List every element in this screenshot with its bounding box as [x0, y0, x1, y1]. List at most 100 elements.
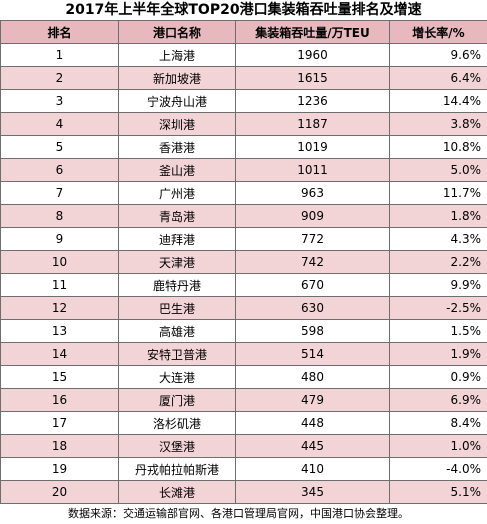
port-name-cell: 深圳港 [119, 113, 236, 136]
throughput-cell: 445 [236, 435, 390, 458]
growth-rate-cell: 10.8% [390, 136, 487, 159]
port-name-cell: 迪拜港 [119, 228, 236, 251]
rank-cell: 20 [1, 481, 119, 504]
rank-cell: 16 [1, 389, 119, 412]
port-name-cell: 青岛港 [119, 205, 236, 228]
rank-cell: 3 [1, 90, 119, 113]
rank-cell: 11 [1, 274, 119, 297]
port-name-cell: 汉堡港 [119, 435, 236, 458]
port-name-cell: 釜山港 [119, 159, 236, 182]
growth-rate-cell: 3.8% [390, 113, 487, 136]
chart-title: 2017年上半年全球TOP20港口集装箱吞吐量排名及增速 [0, 0, 487, 20]
rank-cell: 14 [1, 343, 119, 366]
rank-cell: 19 [1, 458, 119, 481]
header-throughput: 集装箱吞吐量/万TEU [236, 21, 390, 44]
port-name-cell: 安特卫普港 [119, 343, 236, 366]
header-port-name: 港口名称 [119, 21, 236, 44]
throughput-cell: 963 [236, 182, 390, 205]
header-row: 排名 港口名称 集装箱吞吐量/万TEU 增长率/% [1, 21, 487, 44]
growth-rate-cell: -2.5% [390, 297, 487, 320]
port-name-cell: 长滩港 [119, 481, 236, 504]
throughput-cell: 630 [236, 297, 390, 320]
table-figure: 2017年上半年全球TOP20港口集装箱吞吐量排名及增速 排名 港口名称 集装箱… [0, 0, 487, 507]
throughput-cell: 772 [236, 228, 390, 251]
growth-rate-cell: 9.6% [390, 44, 487, 67]
throughput-cell: 598 [236, 320, 390, 343]
rank-cell: 7 [1, 182, 119, 205]
port-name-cell: 广州港 [119, 182, 236, 205]
rank-cell: 6 [1, 159, 119, 182]
throughput-cell: 480 [236, 366, 390, 389]
growth-rate-cell: 8.4% [390, 412, 487, 435]
header-rank: 排名 [1, 21, 119, 44]
rank-cell: 8 [1, 205, 119, 228]
rank-cell: 18 [1, 435, 119, 458]
port-name-cell: 丹戎帕拉帕斯港 [119, 458, 236, 481]
throughput-cell: 448 [236, 412, 390, 435]
rank-cell: 13 [1, 320, 119, 343]
port-name-cell: 香港港 [119, 136, 236, 159]
throughput-cell: 1019 [236, 136, 390, 159]
growth-rate-cell: 11.7% [390, 182, 487, 205]
port-name-cell: 厦门港 [119, 389, 236, 412]
growth-rate-cell: 1.0% [390, 435, 487, 458]
growth-rate-cell: 9.9% [390, 274, 487, 297]
throughput-cell: 909 [236, 205, 390, 228]
growth-rate-cell: 2.2% [390, 251, 487, 274]
rank-cell: 15 [1, 366, 119, 389]
growth-rate-cell: 1.8% [390, 205, 487, 228]
growth-rate-cell: 0.9% [390, 366, 487, 389]
port-name-cell: 鹿特丹港 [119, 274, 236, 297]
rank-cell: 4 [1, 113, 119, 136]
growth-rate-cell: 14.4% [390, 90, 487, 113]
rank-cell: 12 [1, 297, 119, 320]
rank-cell: 2 [1, 67, 119, 90]
throughput-cell: 345 [236, 481, 390, 504]
growth-rate-cell: -4.0% [390, 458, 487, 481]
source-note: 数据来源：交通运输部官网、各港口管理局官网，中国港口协会整理。 [0, 504, 487, 524]
growth-rate-cell: 5.1% [390, 481, 487, 504]
rank-cell: 9 [1, 228, 119, 251]
throughput-cell: 1187 [236, 113, 390, 136]
growth-rate-cell: 6.4% [390, 67, 487, 90]
throughput-cell: 1615 [236, 67, 390, 90]
port-name-cell: 宁波舟山港 [119, 90, 236, 113]
port-name-cell: 高雄港 [119, 320, 236, 343]
throughput-cell: 410 [236, 458, 390, 481]
growth-rate-cell: 5.0% [390, 159, 487, 182]
rank-cell: 1 [1, 44, 119, 67]
header-growth-rate: 增长率/% [390, 21, 487, 44]
throughput-cell: 742 [236, 251, 390, 274]
throughput-cell: 670 [236, 274, 390, 297]
port-name-cell: 洛杉矶港 [119, 412, 236, 435]
throughput-cell: 479 [236, 389, 390, 412]
growth-rate-cell: 4.3% [390, 228, 487, 251]
port-name-cell: 新加坡港 [119, 67, 236, 90]
growth-rate-cell: 1.9% [390, 343, 487, 366]
throughput-cell: 1960 [236, 44, 390, 67]
port-name-cell: 大连港 [119, 366, 236, 389]
port-name-cell: 上海港 [119, 44, 236, 67]
